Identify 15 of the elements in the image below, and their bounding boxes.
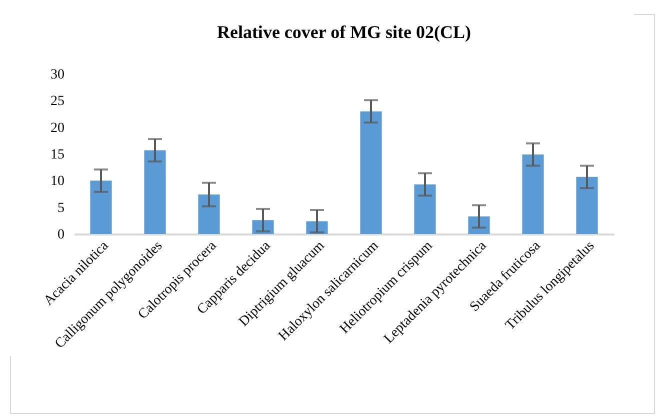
chart-title: Relative cover of MG site 02(CL)	[216, 22, 472, 42]
y-tick-label: 30	[50, 68, 64, 82]
y-tick-label: 15	[50, 148, 64, 162]
y-tick-label: 10	[50, 174, 64, 190]
bar	[360, 111, 382, 234]
y-tick-label: 5	[58, 200, 64, 216]
y-tick-label: 20	[50, 120, 64, 136]
bar	[576, 176, 598, 234]
y-tick-label: 25	[50, 94, 64, 110]
bar	[90, 180, 112, 234]
bar	[522, 154, 544, 234]
bar	[414, 184, 436, 234]
bar	[144, 150, 166, 234]
y-tick-label: 0	[58, 228, 64, 242]
bar	[198, 194, 220, 234]
